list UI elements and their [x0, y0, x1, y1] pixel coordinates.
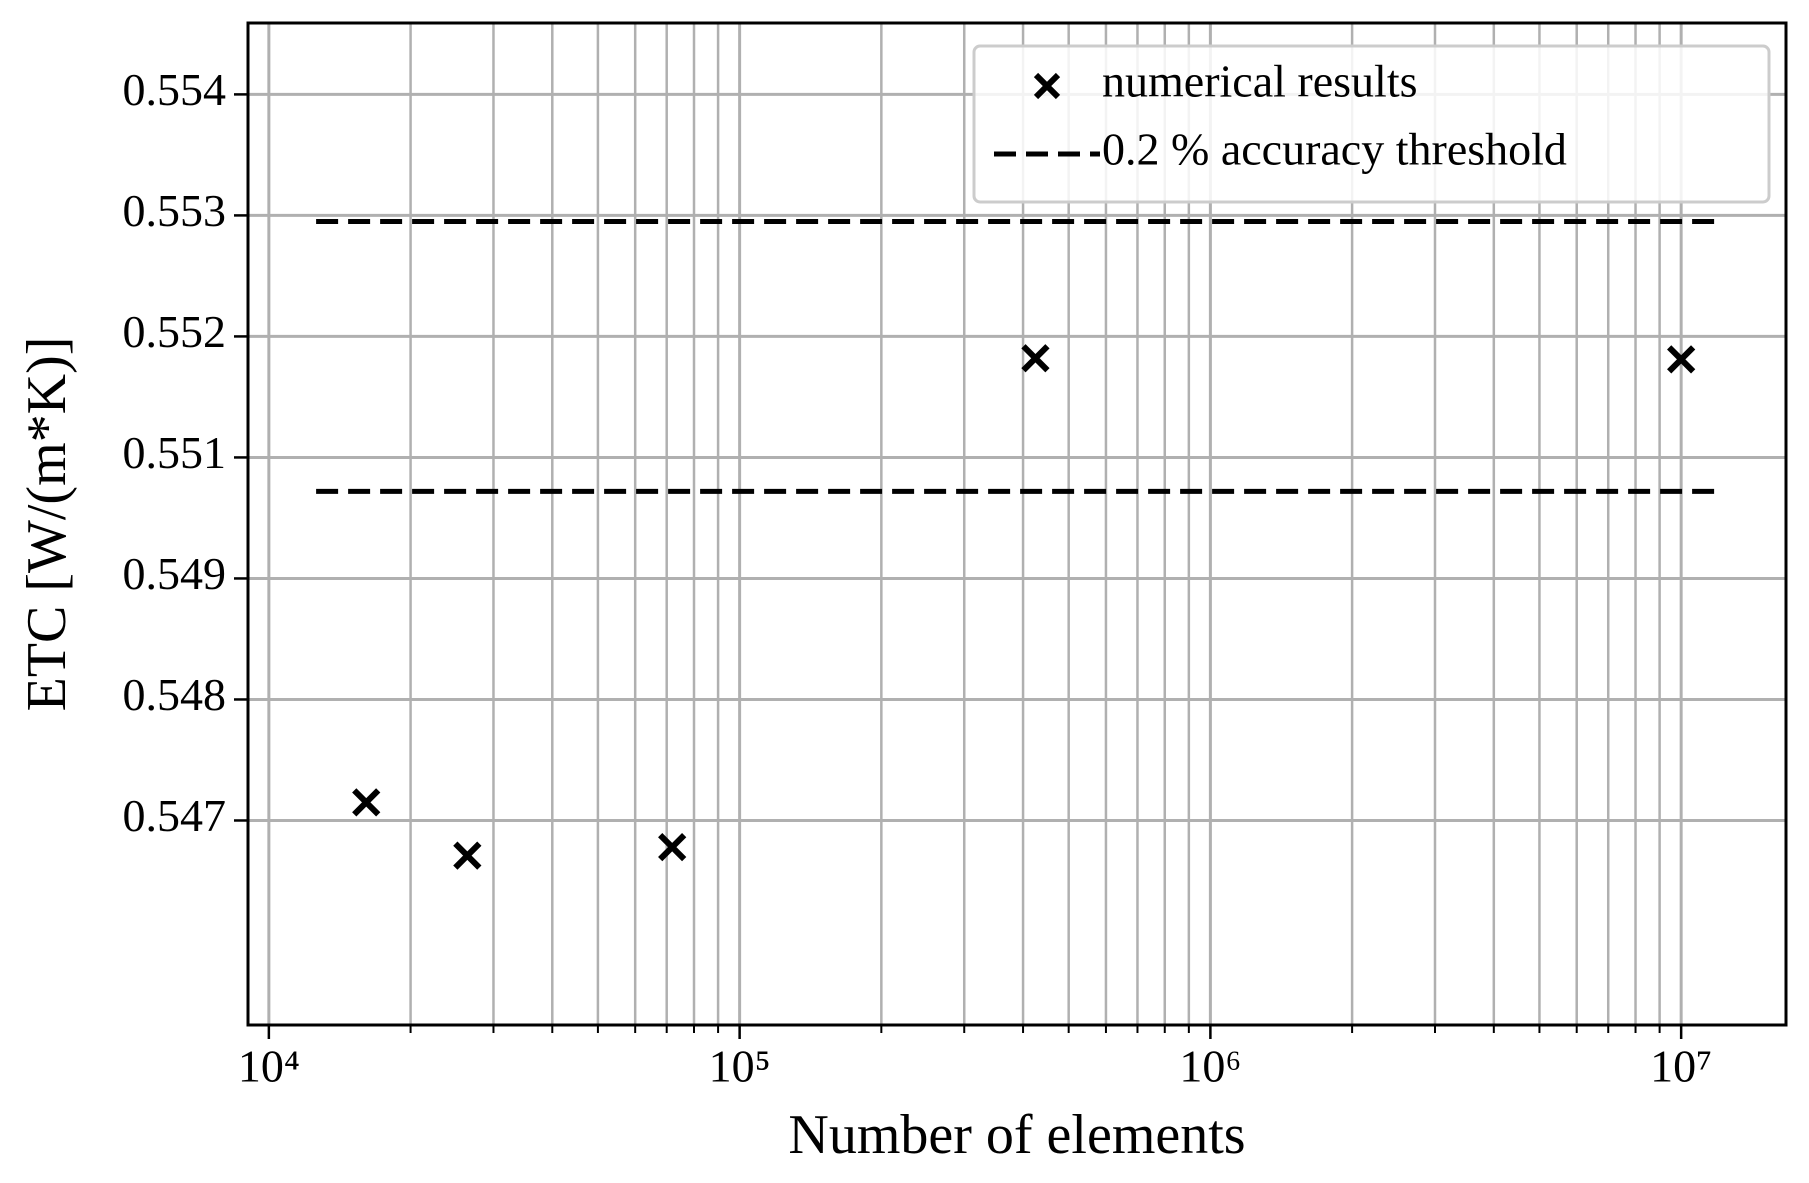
- y-tick-label: 0.552: [123, 306, 227, 357]
- x-tick-label: 10⁴: [238, 1041, 300, 1092]
- legend-label: 0.2 % accuracy threshold: [1102, 124, 1567, 175]
- data-point: [352, 788, 381, 817]
- data-point: [453, 841, 482, 870]
- data-point: [1021, 344, 1050, 373]
- legend-box: [972, 44, 1771, 204]
- y-tick-label: 0.554: [123, 64, 227, 115]
- y-tick-label: 0.549: [123, 548, 227, 599]
- y-tick-label: 0.551: [123, 427, 227, 478]
- y-tick-label: 0.548: [123, 669, 227, 720]
- x-tick-label: 10⁶: [1179, 1041, 1241, 1092]
- legend-label: numerical results: [1102, 56, 1418, 107]
- x-tick-label: 10⁷: [1650, 1041, 1712, 1092]
- x-tick-label: 10⁵: [709, 1041, 771, 1092]
- y-tick-label: 0.553: [123, 185, 227, 236]
- legend-marker: [1033, 72, 1061, 100]
- data-point: [658, 832, 687, 862]
- y-axis-label: ETC [W/(m*K)]: [16, 337, 78, 712]
- y-tick-label: 0.547: [123, 790, 227, 841]
- x-axis-label: Number of elements: [788, 1104, 1245, 1166]
- data-point: [1667, 345, 1696, 374]
- plot-frame: [246, 21, 1788, 1027]
